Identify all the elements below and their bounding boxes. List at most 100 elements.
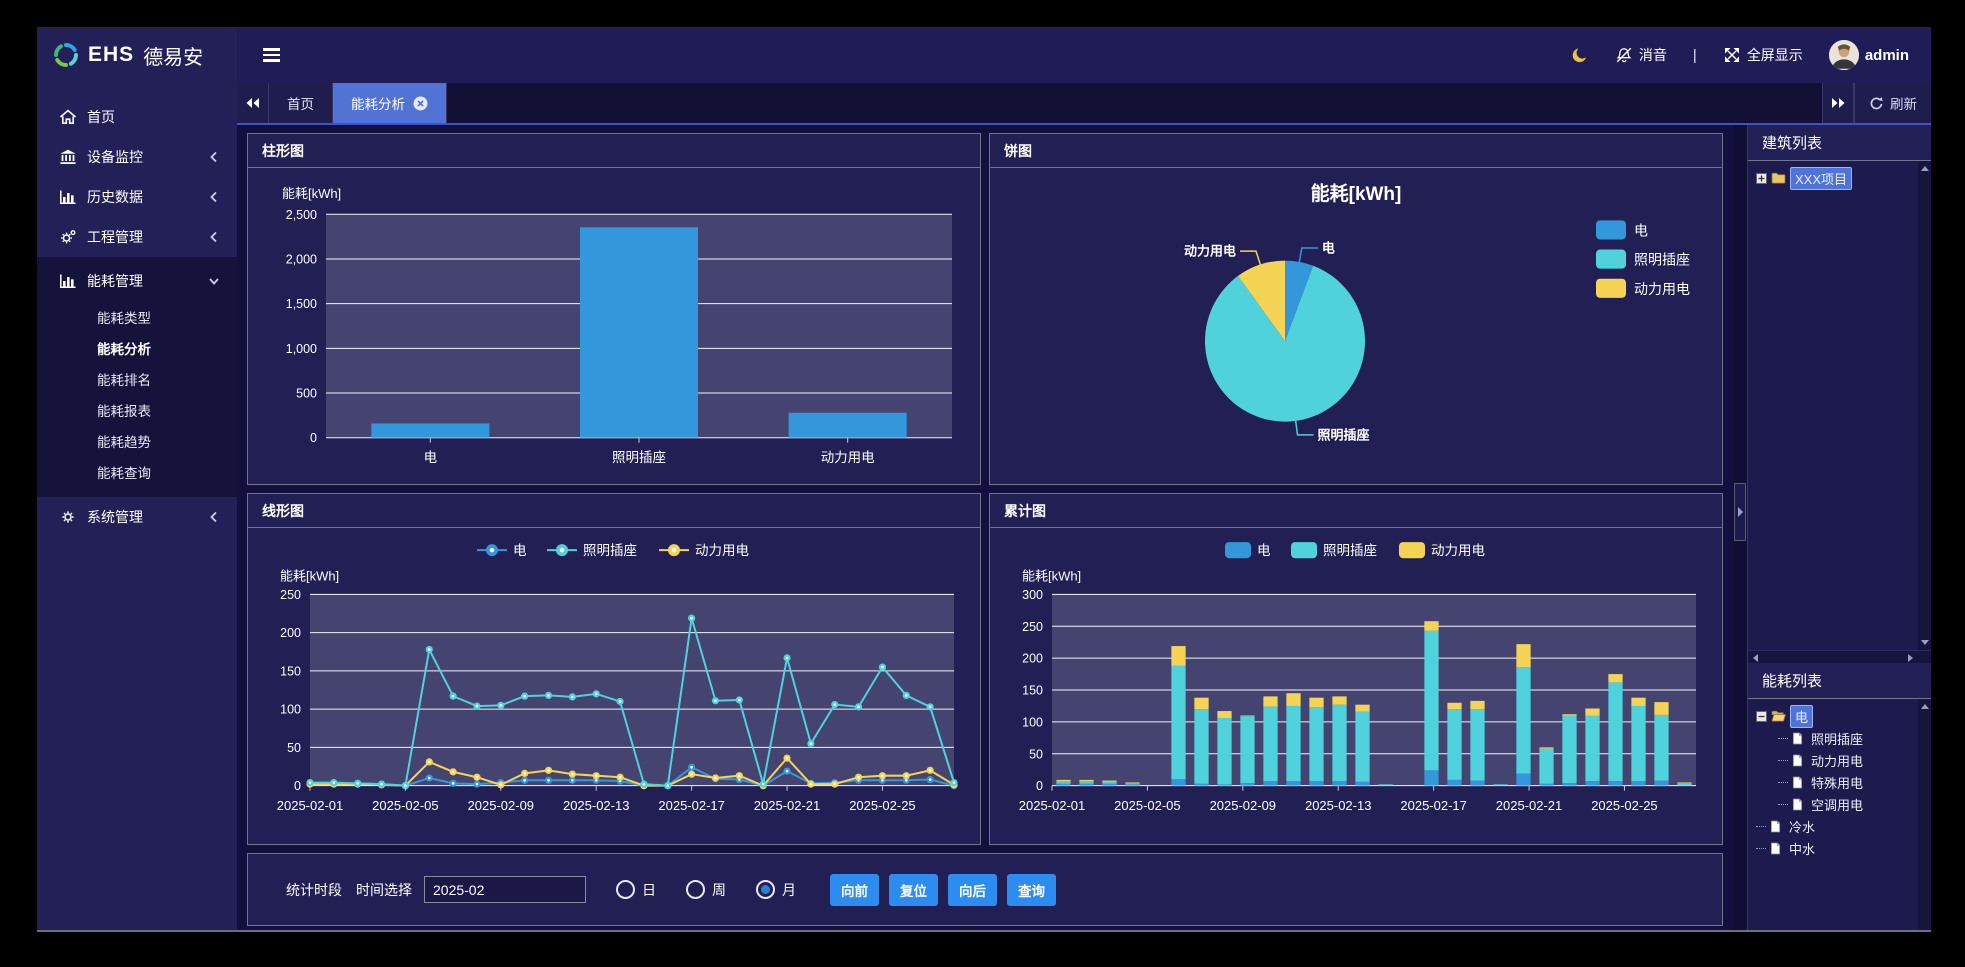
splitter-collapse-handle[interactable]	[1734, 483, 1746, 541]
tree-node-label: 中水	[1789, 841, 1816, 857]
building-tree-node[interactable]: XXX项目	[1752, 166, 1918, 190]
line-chart-panel: 线形图 电 照明插座 动力用电 能耗[kWh] 0 50 100 150 200 250 2025-…	[247, 493, 981, 845]
folder-icon	[1771, 172, 1786, 184]
energy-tree-node[interactable]: 冷水	[1752, 815, 1918, 837]
sidebar-item-energy-trend[interactable]: 能耗趋势	[97, 434, 151, 450]
svg-text:1,500: 1,500	[286, 297, 317, 311]
svg-text:150: 150	[1022, 684, 1043, 698]
building-tree-hscrollbar[interactable]	[1748, 650, 1931, 663]
chevron-left-icon	[209, 511, 219, 523]
scroll-up-icon[interactable]	[1918, 162, 1931, 175]
svg-text:2025-02-09: 2025-02-09	[1210, 798, 1276, 813]
plus-box-icon[interactable]	[1756, 172, 1767, 184]
radio-日[interactable]: 日	[616, 880, 656, 900]
tab-scroll-right-button[interactable]	[1822, 83, 1854, 123]
bar-chart-panel: 柱形图 能耗[kWh] 0 500 1,000 1,500 2,000 2,500 电 照明插座…	[247, 133, 981, 485]
scroll-down-icon[interactable]	[1918, 636, 1931, 649]
time-select-input[interactable]	[424, 876, 586, 903]
sidebar-item-energy-query[interactable]: 能耗查询	[97, 465, 151, 481]
tree-connector	[1778, 759, 1788, 761]
svg-text:50: 50	[287, 741, 301, 755]
tree-node-label: XXX项目	[1790, 166, 1853, 190]
sidebar-item-label: 设备监控	[87, 149, 143, 165]
logo: EHS 德易安	[37, 27, 237, 83]
energy-tree-node[interactable]: 空调用电	[1752, 793, 1918, 815]
svg-text:200: 200	[280, 626, 301, 640]
svg-text:100: 100	[280, 703, 301, 717]
energy-tree-node[interactable]: 电	[1752, 704, 1918, 728]
bar-chart[interactable]: 能耗[kWh] 0 500 1,000 1,500 2,000 2,500 电 照明插座 动力用电	[248, 168, 980, 484]
radio-label: 周	[712, 881, 726, 898]
tab-scroll-left-button[interactable]	[237, 83, 269, 123]
sidebar-item-energy-manage[interactable]: 能耗管理	[37, 261, 237, 301]
sidebar-item-history-data[interactable]: 历史数据	[37, 177, 237, 217]
sidebar-item-home[interactable]: 首页	[37, 97, 237, 137]
svg-text:250: 250	[1022, 620, 1043, 634]
fullscreen-button[interactable]: 全屏显示	[1723, 45, 1803, 65]
scroll-up-icon[interactable]	[1918, 700, 1931, 713]
menu-toggle-icon[interactable]	[263, 48, 280, 62]
sidebar-item-energy-report[interactable]: 能耗报表	[97, 403, 151, 419]
energy-tree-node[interactable]: 照明插座	[1752, 727, 1918, 749]
forward-button[interactable]: 向前	[830, 873, 879, 906]
folder-open-icon	[1771, 710, 1786, 722]
radio-周[interactable]: 周	[686, 880, 726, 900]
building-tree-vscrollbar[interactable]	[1918, 161, 1931, 650]
stacked-chart-panel: 累计图 电 照明插座 动力用电 能耗[kWh] 0 50 100 150 200 250 300 20…	[989, 493, 1723, 845]
query-button[interactable]: 查询	[1007, 873, 1056, 906]
svg-text:2025-02-21: 2025-02-21	[754, 798, 820, 813]
tab-label: 首页	[287, 97, 314, 112]
scroll-right-icon[interactable]	[1904, 651, 1917, 664]
svg-text:电: 电	[1322, 241, 1335, 256]
username: admin	[1864, 46, 1909, 64]
sidebar-item-system-manage[interactable]: 系统管理	[37, 497, 237, 537]
sidebar-item-energy-ranking[interactable]: 能耗排名	[97, 372, 151, 388]
energy-tree-node[interactable]: 特殊用电	[1752, 771, 1918, 793]
bar-chart-icon	[59, 189, 77, 205]
tree-connector	[1778, 803, 1788, 805]
tab-energy-analysis[interactable]: 能耗分析	[333, 83, 447, 123]
right-sidebar: 建筑列表 XXX项目 能耗列表 电照明插座 动力用电 特殊用电	[1747, 125, 1931, 930]
svg-text:250: 250	[280, 588, 301, 602]
sidebar-item-label: 首页	[87, 109, 115, 125]
svg-text:电: 电	[513, 543, 527, 558]
backward-button[interactable]: 向后	[948, 873, 997, 906]
top-bar: EHS 德易安 消音 |	[37, 27, 1931, 83]
sidebar-item-project-manage[interactable]: 工程管理	[37, 217, 237, 257]
close-icon[interactable]	[413, 96, 428, 111]
svg-text:200: 200	[1022, 652, 1043, 666]
minus-box-icon[interactable]	[1756, 710, 1767, 722]
svg-text:1,000: 1,000	[286, 342, 317, 356]
radio-月[interactable]: 月	[756, 880, 796, 900]
line-chart-panel-title: 线形图	[248, 494, 980, 528]
sidebar-item-energy-type[interactable]: 能耗类型	[97, 310, 151, 326]
refresh-button[interactable]: 刷新	[1854, 83, 1931, 123]
energy-tree-node[interactable]: 动力用电	[1752, 749, 1918, 771]
svg-text:100: 100	[1022, 715, 1043, 729]
sidebar-item-label: 系统管理	[87, 509, 143, 525]
sidebar-item-energy-analysis[interactable]: 能耗分析	[97, 341, 151, 357]
sidebar-item-device-monitor[interactable]: 设备监控	[37, 137, 237, 177]
user-menu[interactable]: admin	[1828, 40, 1909, 70]
svg-text:2025-02-05: 2025-02-05	[372, 798, 438, 813]
energy-tree-wrap: 电照明插座 动力用电特殊用电空调用电 冷水中水	[1748, 699, 1931, 930]
tab-home[interactable]: 首页	[269, 83, 333, 123]
sidebar-item-label: 历史数据	[87, 189, 143, 205]
svg-text:2025-02-09: 2025-02-09	[468, 798, 534, 813]
scroll-left-icon[interactable]	[1749, 651, 1762, 664]
mute-button[interactable]: 消音	[1615, 45, 1667, 65]
energy-tree-vscrollbar[interactable]	[1918, 699, 1931, 930]
theme-moon-icon[interactable]	[1571, 46, 1589, 64]
svg-text:2025-02-17: 2025-02-17	[658, 798, 724, 813]
svg-text:2025-02-05: 2025-02-05	[1114, 798, 1180, 813]
reset-button[interactable]: 复位	[889, 873, 938, 906]
tree-node-label: 特殊用电	[1811, 775, 1864, 791]
sidebar-item-label: 工程管理	[87, 229, 143, 245]
svg-text:2025-02-17: 2025-02-17	[1400, 798, 1466, 813]
sidebar-item-label: 能耗管理	[87, 273, 143, 289]
energy-tree-node[interactable]: 中水	[1752, 837, 1918, 859]
gears-icon	[59, 229, 77, 245]
